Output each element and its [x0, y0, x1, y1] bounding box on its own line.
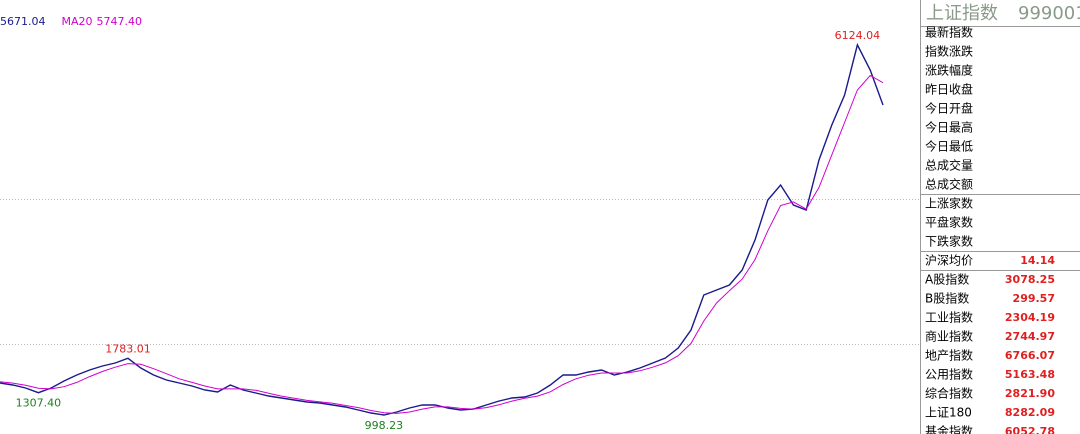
row-label: 涨跌幅度 [925, 63, 973, 78]
row-value: 6052.78 [1005, 425, 1055, 434]
row-label: 今日最高 [925, 120, 973, 135]
legend-name: MA20 [62, 15, 93, 28]
legend-value: 5671.04 [0, 15, 46, 28]
panel-code: 999001 [1018, 3, 1080, 24]
row-value: 299.57 [1013, 292, 1055, 305]
row-label: 最新指数 [925, 25, 973, 40]
row-value: 2821.90 [1005, 387, 1055, 400]
row-label: 昨日收盘 [925, 82, 973, 97]
row-label: 公用指数 [925, 367, 973, 382]
row-label: 下跌家数 [925, 234, 973, 249]
row-label: 上证180 [925, 406, 972, 420]
row-label: 综合指数 [925, 386, 973, 401]
row-label: 平盘家数 [925, 215, 973, 230]
series-line [0, 74, 884, 414]
row-label: 沪深均价 [925, 254, 973, 268]
row-value: 5163.48 [1005, 368, 1055, 381]
chart: 1307.40 1783.01 998.23 6124.04 5671.04 MA20 57… [0, 15, 884, 432]
row-value: 6766.07 [1005, 349, 1055, 362]
value-label: 6124.04 [835, 29, 881, 42]
row-value: 8282.09 [1005, 406, 1055, 419]
legend-value: 5747.40 [97, 15, 143, 28]
row-label: 总成交量 [925, 158, 973, 173]
row-value: 14.14 [1020, 254, 1055, 267]
row-label: 上涨家数 [925, 196, 973, 211]
row-label: 商业指数 [925, 329, 973, 344]
value-label: 1783.01 [105, 342, 151, 355]
panel-title: 上证指数 [926, 3, 998, 24]
value-label: 998.23 [365, 419, 404, 432]
panel: 最新指数指数涨跌涨跌幅度昨日收盘今日开盘今日最高今日最低总成交量总成交额上涨家数… [920, 25, 1080, 434]
row-label: A股指数 [925, 272, 969, 287]
row-label: 今日开盘 [925, 101, 973, 116]
row-label: 基金指数 [925, 424, 973, 434]
row-value: 2304.19 [1005, 311, 1055, 324]
row-label: 总成交额 [925, 177, 973, 192]
row-label: 今日最低 [925, 139, 973, 154]
value-label: 1307.40 [16, 397, 62, 410]
row-value: 2744.97 [1005, 330, 1055, 343]
row-label: 地产指数 [925, 348, 973, 363]
row-label: 工业指数 [925, 310, 973, 325]
row-label: B股指数 [925, 291, 969, 306]
row-label: 指数涨跌 [925, 44, 973, 59]
row-value: 3078.25 [1005, 273, 1055, 286]
